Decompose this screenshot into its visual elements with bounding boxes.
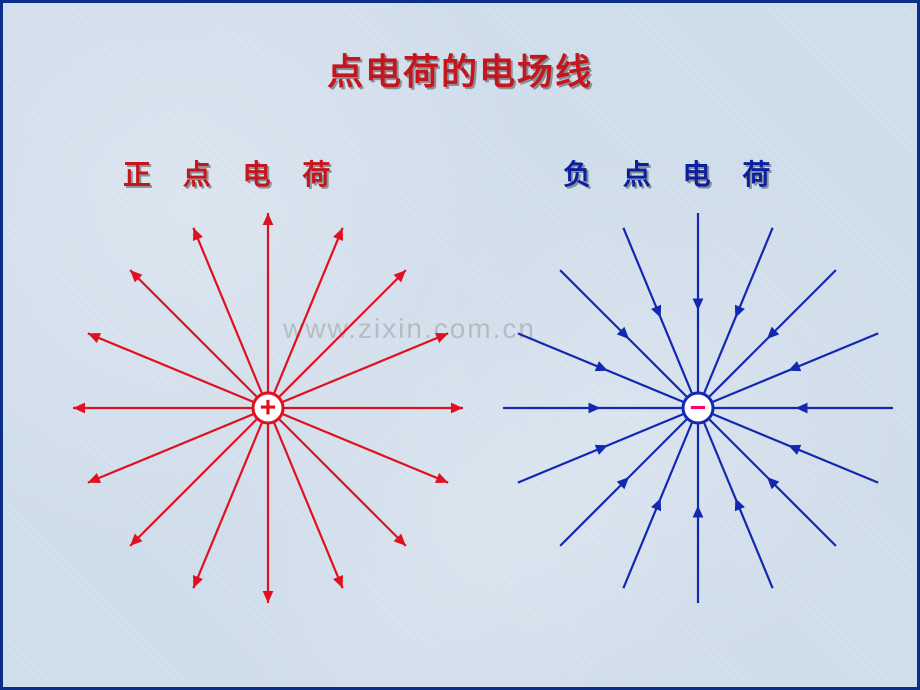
field-arrow [451,403,463,414]
field-arrow [263,591,274,603]
charge-symbol: − [690,392,707,424]
positive-charge-diagram: + [53,193,483,623]
charge-symbol: + [260,392,277,424]
field-arrow [693,506,704,518]
field-line [268,270,406,408]
field-line [560,270,698,408]
positive-charge-label: 正 点 电 荷 [123,153,342,193]
page-title: 点电荷的电场线 [3,43,917,95]
field-arrow [73,403,85,414]
field-arrow [693,299,704,311]
negative-charge-diagram: − [483,193,913,623]
field-arrow [796,403,808,414]
field-line [130,270,268,408]
field-line [560,408,698,546]
field-arrow [589,403,601,414]
field-line [130,408,268,546]
field-line [268,408,406,546]
negative-charge-label: 负 点 电 荷 [563,153,782,193]
diagram-page: 点电荷的电场线 正 点 电 荷 负 点 电 荷 www.zixin.com.cn… [0,0,920,690]
field-arrow [263,213,274,225]
